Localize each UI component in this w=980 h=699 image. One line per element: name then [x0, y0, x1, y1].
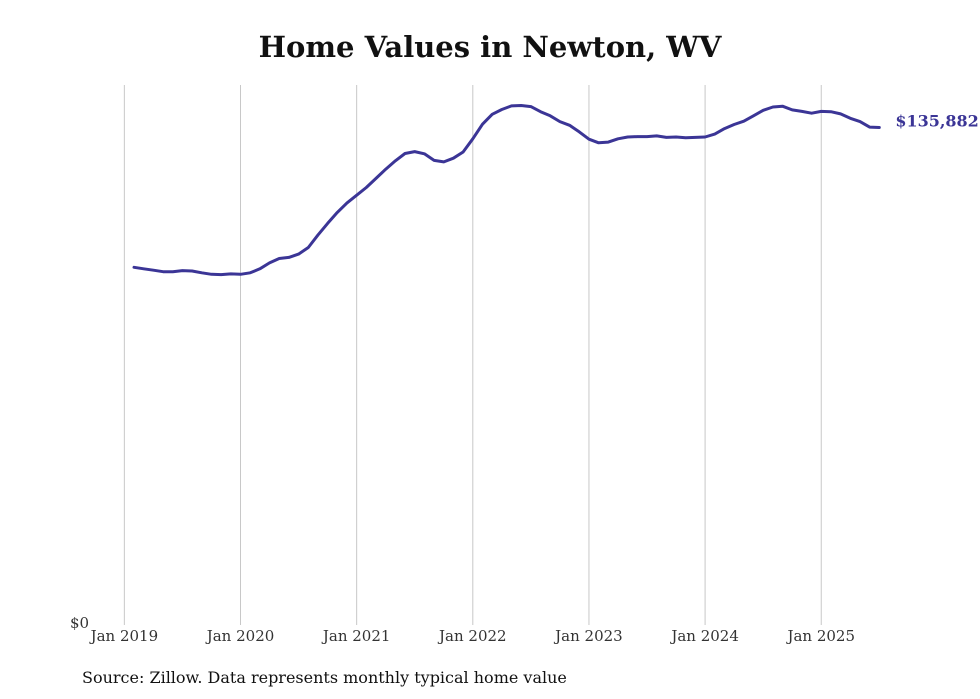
x-tick-label-2025: Jan 2025 [785, 627, 855, 645]
x-tick-label-2022: Jan 2022 [437, 627, 507, 645]
x-axis-tick-labels: Jan 2019 Jan 2020 Jan 2021 Jan 2022 Jan 2023… [89, 627, 855, 645]
source-note: Source: Zillow. Data represents monthly … [82, 668, 567, 687]
end-value-label: $135,882 [895, 112, 979, 131]
series-layer [132, 104, 881, 277]
x-tick-label-2024: Jan 2024 [669, 627, 739, 645]
series-line-0 [132, 104, 881, 277]
x-tick-label-2023: Jan 2023 [553, 627, 623, 645]
y-axis-min-label: $0 [70, 614, 89, 632]
x-tick-label-2019: Jan 2019 [89, 627, 159, 645]
gridlines [123, 85, 822, 625]
chart-title: Home Values in Newton, WV [258, 30, 722, 64]
x-tick-label-2020: Jan 2020 [205, 627, 275, 645]
x-tick-label-2021: Jan 2021 [321, 627, 391, 645]
